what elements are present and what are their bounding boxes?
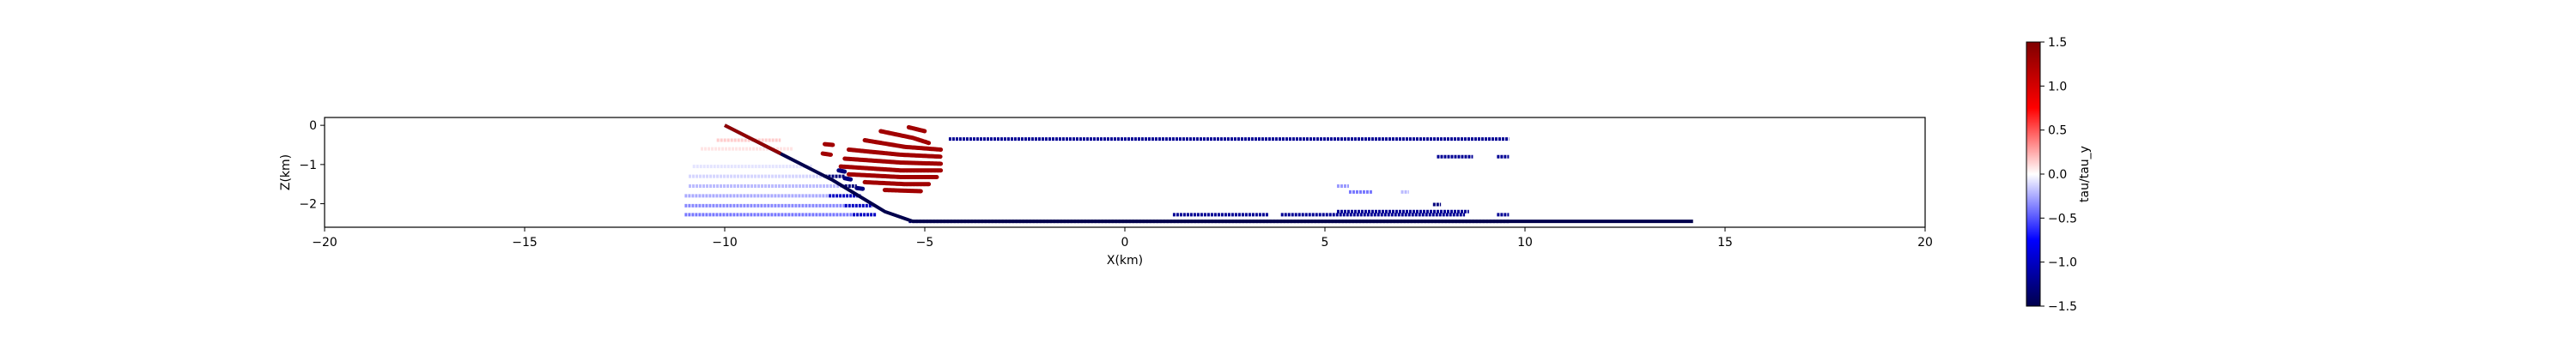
plot-background: [325, 117, 1925, 227]
colorbar-gradient: [2026, 41, 2041, 307]
fault-segment-curved: [823, 141, 835, 147]
x-tick-label: −5: [916, 236, 934, 250]
colorbar-ticks: 1.5 1.0 0.5 0.0 −0.5 −1.0 −1.5: [2040, 36, 2077, 314]
y-tick-label: 0: [309, 119, 317, 133]
x-tick-label: −15: [512, 236, 538, 250]
fault-segment-curved: [820, 151, 833, 157]
fault-segment-curved: [854, 185, 866, 191]
fault-segment-curved: [862, 179, 932, 187]
fault-segment-curved: [878, 129, 932, 146]
colorbar-label: tau/tau_y: [2078, 146, 2092, 202]
colorbar-tick-label: 1.0: [2048, 80, 2067, 93]
x-tick-label: 10: [1517, 236, 1533, 250]
plot-area: [324, 117, 1926, 228]
fault-segment-curved: [882, 188, 923, 194]
fault-trace: [724, 123, 782, 155]
x-tick-label: 15: [1717, 236, 1733, 250]
x-tick-label: 0: [1121, 236, 1129, 250]
colorbar-tick-label: −1.5: [2048, 300, 2077, 314]
x-tick-label: 5: [1321, 236, 1329, 250]
data-layer: [684, 123, 1693, 224]
x-tick-label: −10: [712, 236, 738, 250]
x-axis: −20 −15 −10 −5 0 5 10 15 20: [312, 227, 1933, 250]
y-tick-label: −1: [299, 159, 317, 172]
x-tick-label: −20: [312, 236, 337, 250]
colorbar-tick-label: 1.5: [2048, 36, 2067, 50]
colorbar-tick-label: 0.5: [2048, 124, 2067, 138]
colorbar: 1.5 1.0 0.5 0.0 −0.5 −1.0 −1.5 tau/tau_y: [2026, 36, 2092, 314]
y-tick-label: −2: [299, 198, 317, 212]
colorbar-tick-label: 0.0: [2048, 168, 2067, 182]
y-axis-label: Z(km): [279, 154, 293, 190]
fault-segment-curved: [846, 147, 944, 159]
fault-segment-curved: [846, 172, 939, 179]
y-axis: 0 −1 −2: [299, 119, 325, 212]
colorbar-tick-label: −1.0: [2048, 256, 2077, 270]
fault-segment-curved: [838, 164, 944, 173]
fault-segment-curved: [842, 156, 944, 166]
x-tick-label: 20: [1917, 236, 1933, 250]
fault-segment-curved: [906, 124, 927, 134]
fault-trace: [724, 123, 1693, 224]
x-axis-label: X(km): [1107, 254, 1143, 268]
fault-segment-curved: [836, 168, 848, 174]
fault-segment-curved: [842, 176, 854, 182]
fault-segment-curved: [862, 138, 944, 152]
colorbar-tick-label: −0.5: [2048, 212, 2077, 226]
